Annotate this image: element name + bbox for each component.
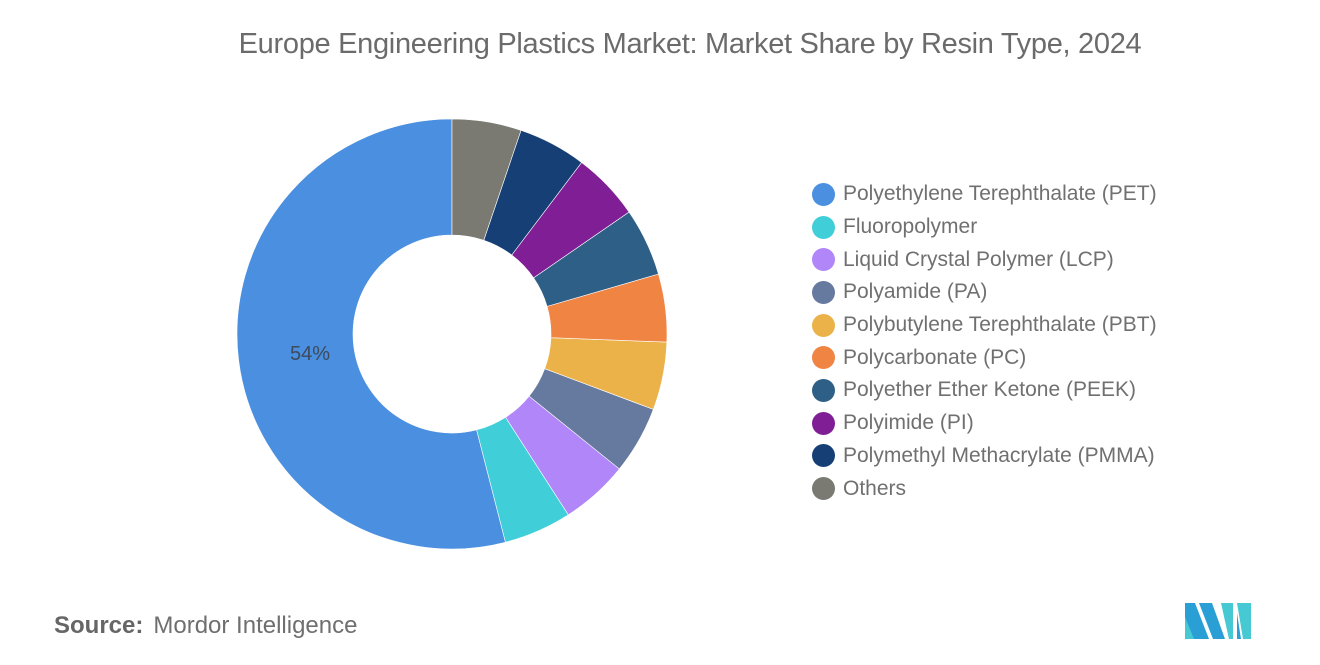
- donut-slice: [451, 118, 522, 241]
- source-attribution: Source: Mordor Intelligence: [54, 612, 357, 640]
- legend-label: Fluoropolymer: [843, 215, 978, 239]
- legend-swatch-icon: [812, 411, 835, 435]
- legend-swatch-icon: [812, 280, 835, 304]
- donut-slice: [236, 118, 506, 550]
- legend-item: Liquid Crystal Polymer (LCP): [812, 243, 1157, 276]
- mordor-intelligence-logo-icon: [1185, 603, 1251, 644]
- chart-legend: Polyethylene Terephthalate (PET) Fluoropo…: [812, 178, 1157, 505]
- legend-label: Polybutylene Terephthalate (PBT): [843, 313, 1157, 337]
- legend-item: Polybutylene Terephthalate (PBT): [812, 309, 1157, 342]
- legend-item: Others: [812, 472, 1157, 505]
- legend-swatch-icon: [812, 182, 835, 206]
- legend-swatch-icon: [812, 313, 835, 337]
- legend-label: Polyethylene Terephthalate (PET): [843, 182, 1157, 206]
- legend-swatch-icon: [812, 215, 835, 239]
- legend-label: Others: [843, 476, 907, 500]
- legend-item: Polyimide (PI): [812, 407, 1157, 440]
- legend-item: Polyethylene Terephthalate (PET): [812, 178, 1157, 211]
- source-label: Source:: [54, 612, 144, 639]
- source-value: Mordor Intelligence: [153, 612, 358, 639]
- chart-title: Europe Engineering Plastics Market: Mark…: [238, 28, 1142, 60]
- legend-item: Fluoropolymer: [812, 211, 1157, 244]
- legend-swatch-icon: [812, 444, 835, 468]
- legend-item: Polymethyl Methacrylate (PMMA): [812, 440, 1157, 473]
- legend-item: Polyether Ether Ketone (PEEK): [812, 374, 1157, 407]
- legend-swatch-icon: [812, 248, 835, 272]
- legend-item: Polycarbonate (PC): [812, 341, 1157, 374]
- legend-swatch-icon: [812, 378, 835, 402]
- legend-label: Polymethyl Methacrylate (PMMA): [843, 443, 1155, 467]
- legend-label: Polyether Ether Ketone (PEEK): [843, 378, 1136, 402]
- legend-item: Polyamide (PA): [812, 276, 1157, 309]
- legend-label: Liquid Crystal Polymer (LCP): [843, 247, 1114, 271]
- legend-label: Polycarbonate (PC): [843, 345, 1027, 369]
- legend-swatch-icon: [812, 477, 835, 501]
- legend-label: Polyimide (PI): [843, 411, 974, 435]
- legend-swatch-icon: [812, 346, 835, 370]
- data-label: 54%: [290, 343, 330, 365]
- legend-label: Polyamide (PA): [843, 280, 988, 304]
